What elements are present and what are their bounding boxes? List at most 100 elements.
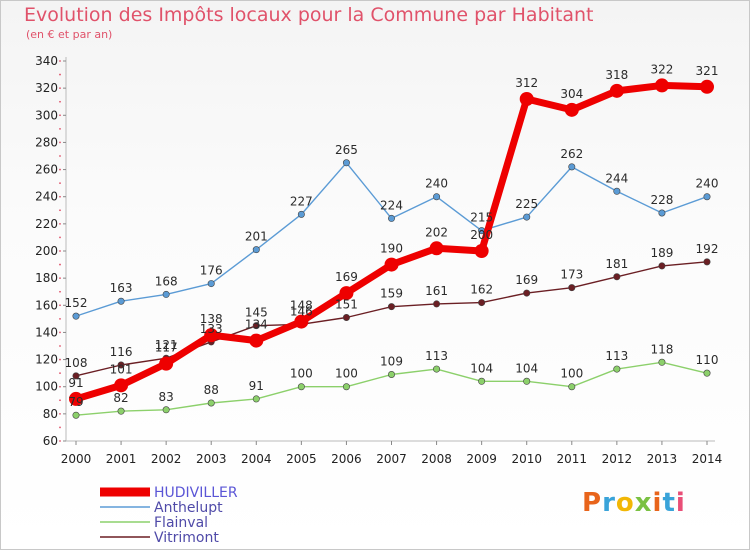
data-point-vitrimont <box>703 258 711 266</box>
y-minor-mark <box>59 399 61 402</box>
x-tick-label: 2014 <box>692 452 723 466</box>
data-label-flainval: 100 <box>335 367 358 381</box>
data-point-anthelupt <box>162 290 170 298</box>
data-label-anthelupt: 228 <box>650 193 673 207</box>
data-label-vitrimont: 181 <box>605 257 628 271</box>
x-tick-label: 2008 <box>421 452 452 466</box>
data-point-hudiviller <box>474 244 489 258</box>
x-tick-label: 2006 <box>331 452 362 466</box>
data-label-hudiviller: 138 <box>200 312 223 326</box>
data-point-hudiviller <box>204 328 219 343</box>
y-minor-mark <box>59 195 61 198</box>
data-label-hudiviller: 117 <box>155 341 178 355</box>
data-label-anthelupt: 168 <box>155 274 178 288</box>
chart-subtitle: (en € et par an) <box>26 28 113 41</box>
data-point-hudiviller <box>159 356 174 371</box>
data-label-flainval: 82 <box>113 391 128 405</box>
data-label-anthelupt: 225 <box>515 197 538 211</box>
data-point-vitrimont <box>252 322 260 330</box>
data-point-flainval <box>342 383 350 391</box>
y-minor-mark <box>59 100 61 103</box>
y-tick-label: 100 <box>35 380 58 394</box>
data-label-vitrimont: 121 <box>155 338 178 352</box>
data-point-flainval <box>523 377 531 385</box>
data-point-flainval <box>658 358 666 366</box>
data-label-flainval: 118 <box>650 342 673 356</box>
legend-label-hudiviller: HUDIVILLER <box>154 485 238 501</box>
data-label-anthelupt: 201 <box>245 230 268 244</box>
y-minor-mark <box>59 277 61 280</box>
data-point-hudiviller <box>700 79 714 94</box>
x-tick-label: 2012 <box>602 452 633 466</box>
data-label-hudiviller: 304 <box>560 87 583 101</box>
y-tick-label: 80 <box>43 407 58 421</box>
data-label-hudiviller: 190 <box>380 242 403 256</box>
y-tick-label: 260 <box>35 163 58 177</box>
data-point-vitrimont <box>478 299 486 307</box>
y-tick-label: 220 <box>35 217 58 231</box>
data-label-flainval: 91 <box>249 379 264 393</box>
data-label-flainval: 104 <box>470 361 493 375</box>
data-label-flainval: 109 <box>380 355 403 369</box>
data-label-vitrimont: 108 <box>65 356 88 370</box>
x-tick-label: 2000 <box>61 452 92 466</box>
data-point-anthelupt <box>613 187 621 195</box>
data-label-anthelupt: 240 <box>696 177 719 191</box>
y-minor-mark <box>59 372 61 375</box>
data-label-hudiviller: 169 <box>335 270 358 284</box>
y-minor-mark <box>59 168 61 171</box>
proxiti-logo: Proxiti <box>582 488 686 518</box>
data-point-hudiviller <box>249 333 264 348</box>
data-label-anthelupt: 227 <box>290 194 313 208</box>
series-line-flainval <box>75 361 708 416</box>
y-minor-mark <box>59 358 61 361</box>
x-tick-label: 2003 <box>196 452 227 466</box>
y-tick-label: 160 <box>35 298 58 312</box>
data-point-vitrimont <box>72 372 80 380</box>
data-label-flainval: 100 <box>290 367 313 381</box>
data-point-flainval <box>433 365 441 373</box>
y-minor-mark <box>59 60 61 62</box>
data-point-hudiviller <box>609 83 624 98</box>
data-label-hudiviller: 101 <box>110 362 133 376</box>
data-label-anthelupt: 262 <box>560 147 583 161</box>
data-point-hudiviller <box>114 378 129 393</box>
x-tick-label: 2009 <box>466 452 497 466</box>
y-minor-mark <box>59 73 61 76</box>
logo-letter: i <box>675 488 686 518</box>
data-label-hudiviller: 321 <box>696 64 719 78</box>
data-label-hudiviller: 312 <box>515 76 538 90</box>
logo-letter: i <box>652 488 663 518</box>
x-tick-label: 2011 <box>557 452 588 466</box>
data-point-flainval <box>297 383 305 391</box>
y-tick-label: 240 <box>35 190 58 204</box>
data-point-anthelupt <box>433 193 441 201</box>
y-tick-label: 340 <box>35 54 58 68</box>
x-tick-label: 2004 <box>241 452 272 466</box>
data-point-hudiviller <box>384 257 399 272</box>
data-point-vitrimont <box>568 284 576 292</box>
y-minor-mark <box>59 304 61 307</box>
chart-title: Evolution des Impôts locaux pour la Comm… <box>24 4 594 26</box>
y-minor-mark <box>59 290 61 293</box>
y-minor-mark <box>59 345 61 347</box>
data-label-hudiviller: 322 <box>650 62 673 76</box>
data-point-anthelupt <box>117 297 125 305</box>
data-point-anthelupt <box>568 163 576 171</box>
y-minor-mark <box>59 317 61 320</box>
data-label-flainval: 100 <box>560 367 583 381</box>
data-label-vitrimont: 159 <box>380 287 403 301</box>
data-label-hudiviller: 148 <box>290 299 313 313</box>
y-tick-label: 300 <box>35 108 58 122</box>
y-tick-label: 60 <box>43 434 58 448</box>
data-label-hudiviller: 91 <box>68 376 83 390</box>
data-point-anthelupt <box>703 193 711 201</box>
data-point-vitrimont <box>117 361 125 369</box>
y-tick-label: 280 <box>35 135 58 149</box>
data-label-flainval: 113 <box>425 349 448 363</box>
data-label-flainval: 104 <box>515 361 538 375</box>
data-point-hudiviller <box>564 102 579 117</box>
data-label-vitrimont: 146 <box>290 304 313 318</box>
data-label-vitrimont: 173 <box>560 268 583 282</box>
